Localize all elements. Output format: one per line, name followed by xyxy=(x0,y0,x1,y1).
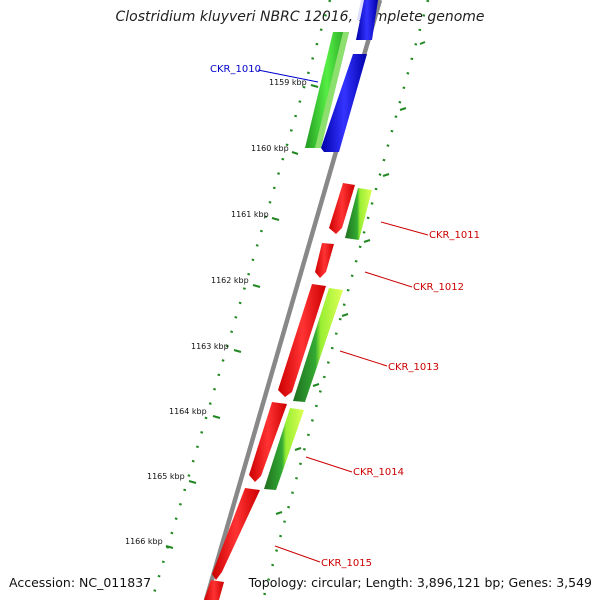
genome-summary-text: Topology: circular; Length: 3,896,121 bp… xyxy=(248,575,592,590)
gene-label-ckr-1014[interactable]: CKR_1014 xyxy=(353,467,404,478)
gc-skew-segment xyxy=(293,288,343,402)
gene-arrow xyxy=(321,54,367,152)
gene-arrow xyxy=(212,488,260,580)
scale-ticks: 1159 kbp 1160 kbp 1161 kbp 1162 kbp 1163… xyxy=(125,78,319,549)
gene-arrow xyxy=(204,580,224,600)
tick-label: 1165 kbp xyxy=(147,472,185,481)
tick-label: 1164 kbp xyxy=(169,407,207,416)
gene-label-ckr-1010[interactable]: CKR_1010 xyxy=(210,64,261,75)
gene-arrow xyxy=(278,284,326,397)
tick-label: 1160 kbp xyxy=(251,144,289,153)
gene-arrow xyxy=(356,0,378,40)
accession-text: Accession: NC_011837 xyxy=(9,575,152,590)
gene-arrow xyxy=(329,183,355,234)
gene-arrow xyxy=(249,402,287,482)
map-title: Clostridium kluyveri NBRC 12016, complet… xyxy=(115,9,485,25)
gc-skew-segment xyxy=(264,408,304,490)
gene-labels: CKR_1010 CKR_1011 CKR_1012 CKR_1013 CKR_… xyxy=(210,64,480,569)
gene-arrow xyxy=(315,243,334,278)
tick-label: 1166 kbp xyxy=(125,537,163,546)
tick-label: 1162 kbp xyxy=(211,276,249,285)
gene-label-ckr-1015[interactable]: CKR_1015 xyxy=(321,558,372,569)
gc-skew-segment xyxy=(315,32,349,148)
tick-label: 1161 kbp xyxy=(231,210,269,219)
tick-label: 1163 kbp xyxy=(191,342,229,351)
tick-label: 1159 kbp xyxy=(269,78,307,87)
gene-label-ckr-1011[interactable]: CKR_1011 xyxy=(429,230,480,241)
outer-tick-marks xyxy=(275,41,426,515)
gene-label-ckr-1013[interactable]: CKR_1013 xyxy=(388,362,439,373)
gc-skew-segment xyxy=(345,188,372,240)
gene-label-ckr-1012[interactable]: CKR_1012 xyxy=(413,282,464,293)
